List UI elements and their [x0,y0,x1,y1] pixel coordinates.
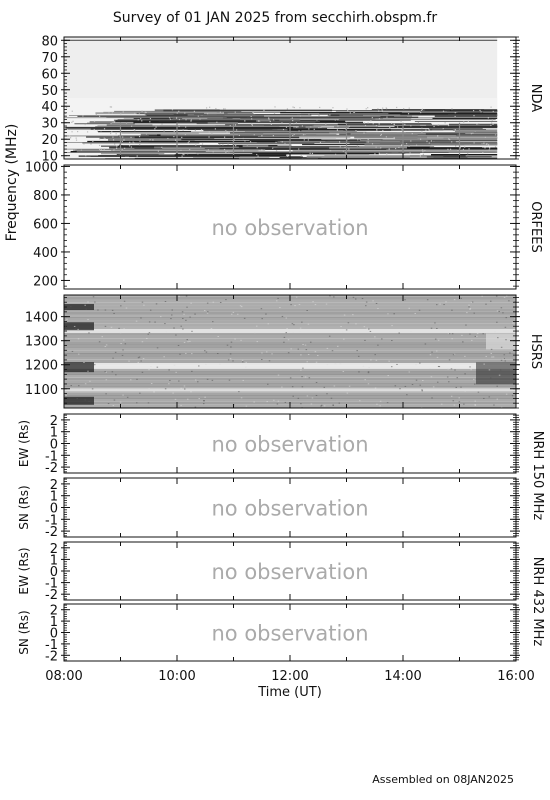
panel-nrh150_ew: no observation 210-1-2 EW (Rs) [17,413,520,476]
y-tick-label-nrh432_sn: 1 [50,615,58,630]
no-observation-nrh150_sn: no observation [211,497,368,521]
y-tick-label-nrh432_ew: -2 [45,588,58,603]
y-tick-label-nrh150_sn: 0 [50,502,58,517]
y-tick-label-hsrs: 1400 [25,311,58,326]
panel-hsrs: 1100 1200 1300 1400 HSRS [25,294,543,409]
y-tick-label-orfees: 200 [33,274,58,289]
y-tick-label-nrh432_ew: -1 [45,577,58,592]
y-tick-label-nda: 80 [41,34,58,49]
y-tick-label-nrh150_sn: 2 [50,478,58,493]
x-tick-label: 10:00 [158,669,195,684]
y-tick-label-nrh150_sn: 1 [50,490,58,505]
y-tick-label-nrh150_ew: 0 [50,438,58,453]
panel-orfees: no observation 200 400 600 800 1000 ORFEES [25,160,543,290]
x-tick-label: 12:00 [271,669,308,684]
y-tick-label-nda: 50 [41,84,58,99]
y-tick-label-orfees: 1000 [25,160,58,175]
x-tick-label: 14:00 [384,669,421,684]
instrument-label-hsrs: HSRS [528,334,543,369]
y-tick-label-orfees: 600 [33,217,58,232]
panel-nrh432_sn: no observation 210-1-2 SN (Rs) [17,603,520,664]
hsrs-spectrogram [64,295,516,408]
y-tick-label-nrh150_ew: -1 [45,449,58,464]
instrument-label-orfees: ORFEES [528,201,543,252]
no-observation-nrh432_sn: no observation [211,622,368,646]
y-tick-label-nrh432_ew: 2 [50,542,58,557]
x-tick-label: 08:00 [45,669,82,684]
y-tick-label-nda: 40 [41,100,58,115]
y-tick-label-hsrs: 1300 [25,335,58,350]
y-tick-label-nda: 60 [41,67,58,82]
y-tick-label-nrh432_ew: 1 [50,553,58,568]
y-tick-label-orfees: 800 [33,189,58,204]
y-tick-label-nrh150_sn: -1 [45,513,58,528]
y-tick-label-nrh432_sn: 0 [50,627,58,642]
y-tick-label-nrh432_sn: -2 [45,649,58,664]
y-tick-label-nrh150_sn: -2 [45,525,58,540]
y-axis-label-nrh432_sn: SN (Rs) [17,610,31,654]
shared-y-axis-label: Frequency (MHz) [4,124,20,242]
x-axis-label: Time (UT) [257,685,322,700]
y-tick-label-nda: 70 [41,51,58,66]
panel-nrh150_sn: no observation 210-1-2 SN (Rs) [17,477,520,540]
y-axis-label-nrh432_ew: EW (Rs) [17,547,31,594]
no-observation-nrh432_ew: no observation [211,560,368,584]
y-tick-label-nrh150_ew: 1 [50,426,58,441]
y-tick-label-nrh432_sn: -1 [45,638,58,653]
chart-title: Survey of 01 JAN 2025 from secchirh.obsp… [112,10,438,26]
x-tick-label: 16:00 [497,669,534,684]
y-tick-label-hsrs: 1200 [25,359,58,374]
y-tick-label-hsrs: 1100 [25,383,58,398]
y-axis-label-nrh150_ew: EW (Rs) [17,420,31,467]
nda-spectrogram [64,37,499,159]
assembled-date: Assembled on 08JAN2025 [372,773,514,786]
y-tick-label-nda: 20 [41,133,58,148]
y-tick-label-nrh432_sn: 2 [50,604,58,619]
group-label-1: NRH 432 MHz [530,557,545,647]
y-tick-label-nda: 10 [41,150,58,165]
y-tick-label-nda: 30 [41,117,58,132]
instrument-label-nda: NDA [528,84,543,113]
panel-nrh432_ew: no observation 210-1-2 EW (Rs) [17,541,520,603]
y-tick-label-nrh432_ew: 0 [50,565,58,580]
no-observation-nrh150_ew: no observation [211,433,368,457]
no-observation-orfees: no observation [211,216,368,240]
group-label-0: NRH 150 MHz [530,431,545,521]
y-tick-label-nrh150_ew: -2 [45,461,58,476]
y-tick-label-orfees: 400 [33,246,58,261]
y-axis-label-nrh150_sn: SN (Rs) [17,485,31,529]
y-tick-label-nrh150_ew: 2 [50,414,58,429]
